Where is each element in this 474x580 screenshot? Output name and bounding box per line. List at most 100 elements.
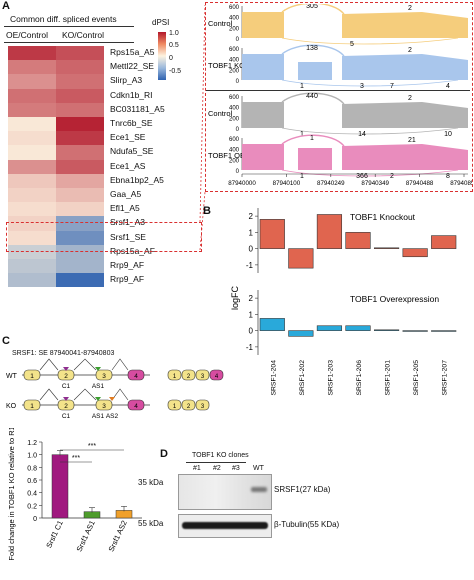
heatmap-cell [8,60,56,75]
heatmap-cell [8,74,56,89]
sashimi-ytick: 200 [229,26,240,32]
heatmap-cell [56,46,104,61]
chart-ytick-label: 2 [249,294,254,303]
mature-exon [167,399,182,411]
exon [95,369,113,381]
chart-xtick-label: SRSF1-205 [413,360,420,396]
heatmap-cell [56,173,104,188]
mature-exon-number: 2 [187,404,191,410]
coverage-exon2 [342,102,468,128]
heatmap: Rps15a_A5 Mettl22_SE Slirp_A3 Cdkn1b_RI BC03… [8,46,198,291]
exon-number: 4 [134,373,138,380]
splice-arc [111,358,129,371]
junction-count: 2 [408,95,412,102]
bar [51,454,69,519]
junction-count: 21 [408,137,416,144]
heatmap-row-label: Rrp9_AF [110,260,145,270]
mature-exon-number: 1 [173,404,177,410]
splice-arc [73,358,97,371]
mature-exon-number: 3 [201,404,205,410]
bar [373,329,400,331]
bar [259,219,285,249]
coverage-exon2 [342,12,468,38]
heatmap-cell [8,145,56,160]
junction-arc [281,44,345,57]
heatmap-cell [8,273,56,288]
mw-35: 35 kDa [138,478,164,487]
chart-ytick-label: 1 [249,310,254,319]
heatmap-col-rule [4,42,134,43]
bar [373,247,400,249]
splice-arc [39,358,59,371]
coverage-alt-exon [298,62,332,80]
heatmap-cell [8,159,56,174]
chart-ytick-label: 0 [249,245,254,254]
panel-d-label: D [160,448,168,460]
bar [431,235,457,249]
chart-xtick-label: Srsf1 AS2 [107,519,129,553]
heatmap-row-label: Rps15a_AF [110,245,155,256]
sashimi-ytick: 200 [229,68,240,74]
heatmap-cell [8,173,56,188]
exon-number: 1 [30,403,34,410]
heatmap-cell [56,145,104,160]
heatmap-row-label: Ece1_AS [110,160,146,171]
coverage-exon1 [242,54,284,80]
mature-exon [195,369,210,381]
sashimi-xtick-label: 87940100 [273,180,301,187]
band-label-tubulin: β-Tubulin(55 KDa) [274,520,340,529]
legend-tick: 0 [169,55,173,62]
chart-title: TOBF1 Knockout [350,212,416,222]
coverage-exon2 [342,144,468,170]
junction-count: 1 [300,173,304,180]
junction-count: 10 [444,131,452,138]
legend-tick: -0.5 [169,68,182,75]
junction-arc [281,92,345,105]
heatmap-cell [56,159,104,174]
junction-arc [281,169,459,177]
chart-ytick-label: 2 [249,212,254,221]
chart-xtick-label: SRSF1-202 [299,360,306,396]
exon-number: 3 [102,373,106,380]
splice-arc [111,388,129,401]
heatmap-col-ko: KO/Control [62,30,105,40]
sashimi-track-label: Control [208,19,233,28]
exon [127,399,145,411]
legend-title: dPSI [152,18,170,27]
sashimi-ytick: 600 [229,95,240,101]
mature-exon [209,369,224,381]
sashimi-ytick: 200 [229,116,240,122]
genotype-label: KO [6,403,17,410]
chart-ytick-label: 0.2 [27,503,37,510]
junction-count: 5 [350,41,354,48]
junction-count: 1 [300,83,304,90]
mature-exon [181,369,196,381]
sashimi-ytick: 600 [229,47,240,53]
heatmap-title-rule [4,26,134,27]
exon-number: 4 [134,403,138,410]
junction-arc [281,134,345,147]
exon [23,369,41,381]
sig-stars: *** [72,455,80,462]
junction-count: 14 [358,131,366,138]
sashimi-ytick: 0 [236,127,240,133]
clones-header: TOBF1 KO clones [192,452,249,459]
mature-exon [167,369,182,381]
sashimi-ytick: 0 [236,37,240,43]
heatmap-row-label: Mettl22_SE [110,61,154,72]
primer-marker [95,367,101,371]
junction-count: 138 [306,45,318,52]
bar [345,232,371,249]
heatmap-cell [8,259,56,274]
junction-arc [281,127,459,135]
heatmap-row-label: Cdkn1b_RI [110,89,153,100]
sashimi-ytick: 200 [229,158,240,164]
sashimi-track-label: Control [208,109,233,118]
sashimi-ytick: 600 [229,137,240,143]
heatmap-cell [8,188,56,203]
heatmap-row-label: BC031181_A5 [110,103,165,114]
lane-label: #2 [213,465,221,472]
panel-c-title: SRSF1: SE 87940041-87940803 [12,350,115,357]
lane-label: WT [253,465,264,472]
chart-title: TOBF1 Overexpression [350,294,439,304]
